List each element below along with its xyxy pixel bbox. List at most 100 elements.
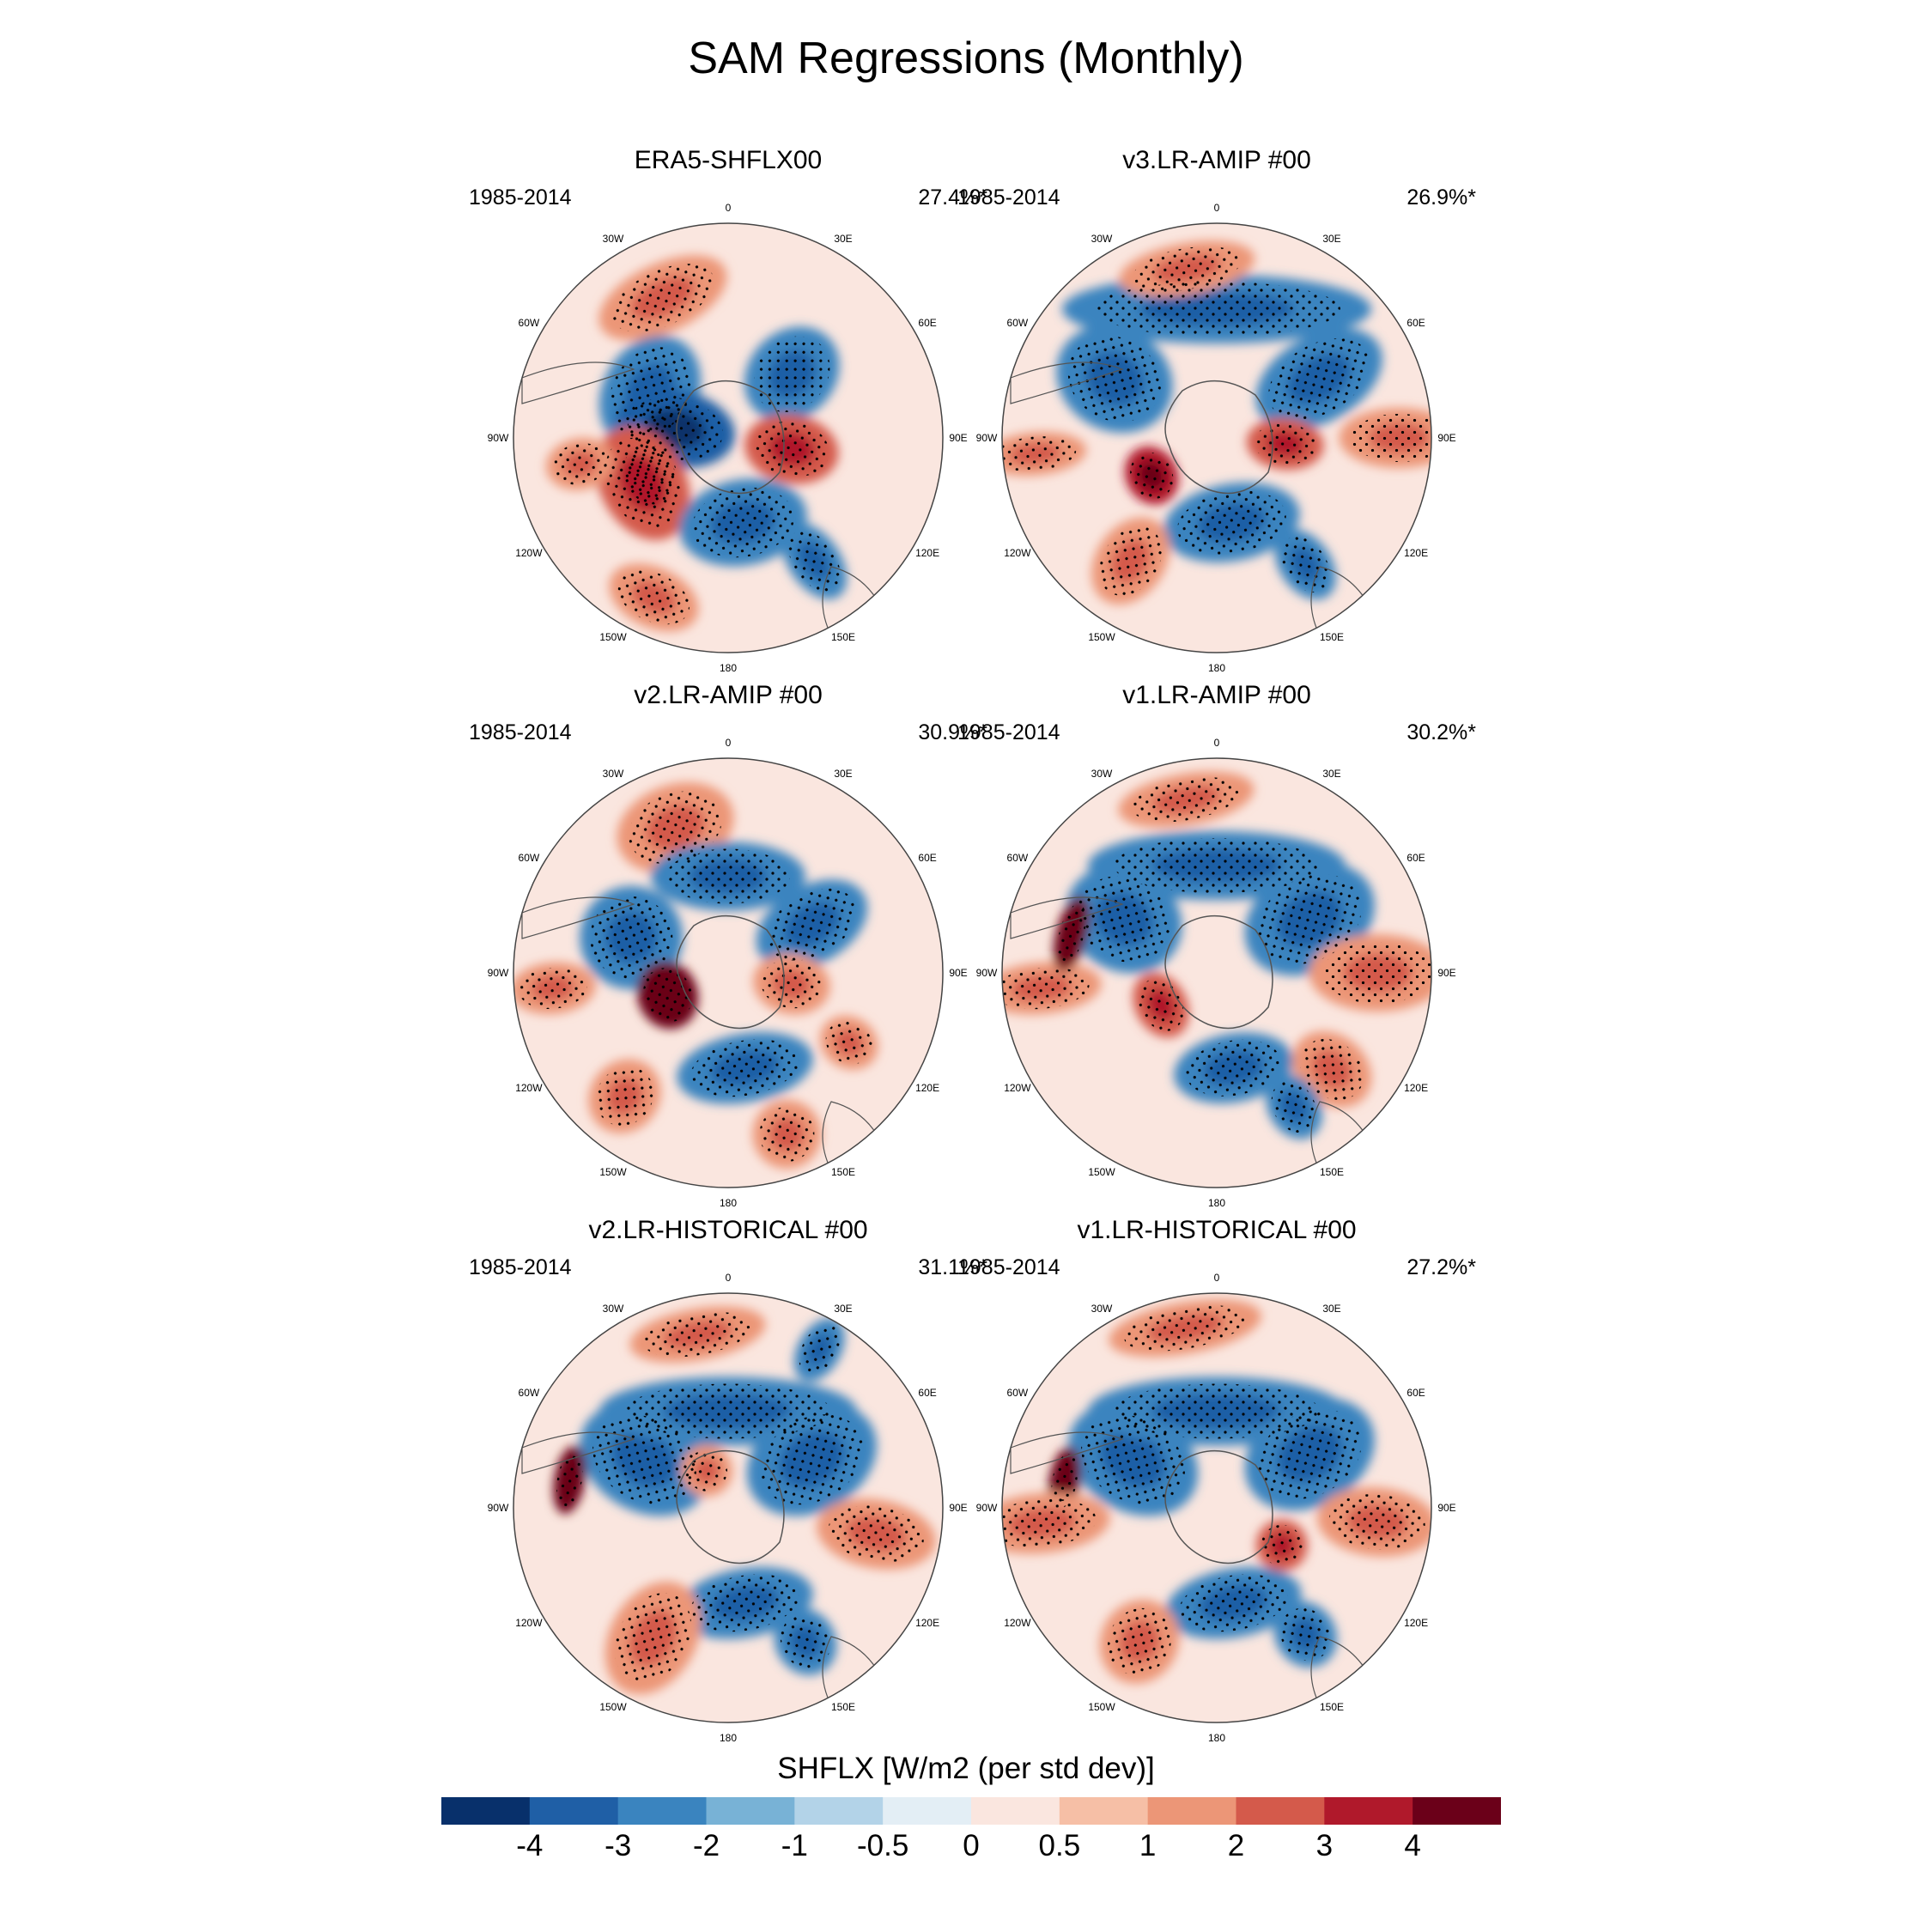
- longitude-label: 150W: [599, 1701, 627, 1714]
- colorbar-tick-label: 1: [1139, 1829, 1157, 1862]
- colorbar-tick-label: -3: [605, 1829, 632, 1862]
- longitude-label: 60W: [1006, 1387, 1029, 1399]
- longitude-label: 90E: [949, 432, 968, 444]
- longitude-label: 90W: [487, 432, 509, 444]
- colorbar-swatch: [706, 1797, 795, 1825]
- longitude-label: 150W: [1088, 1166, 1115, 1179]
- longitude-label: 0: [725, 1272, 732, 1284]
- colorbar-swatch: [617, 1797, 707, 1825]
- longitude-label: 30E: [1322, 232, 1341, 245]
- longitude-label: 120W: [515, 547, 543, 559]
- colorbar-tick-label: 2: [1227, 1829, 1245, 1862]
- panel-title: v3.LR-AMIP #00: [1122, 146, 1311, 174]
- longitude-label: 120W: [515, 1082, 543, 1094]
- colorbar-swatch: [971, 1797, 1060, 1825]
- longitude-label: 60E: [1406, 1387, 1425, 1399]
- longitude-label: 60E: [918, 317, 937, 329]
- longitude-label: 180: [1207, 662, 1226, 674]
- colorbar-swatch: [1147, 1797, 1236, 1825]
- longitude-label: 60W: [518, 852, 540, 864]
- polar-map: [513, 1292, 944, 1723]
- longitude-label: 150W: [1088, 1701, 1115, 1714]
- longitude-label: 60E: [918, 852, 937, 864]
- longitude-label: 90W: [975, 1502, 998, 1514]
- longitude-label: 180: [1207, 1197, 1226, 1209]
- longitude-label: 120E: [915, 1617, 940, 1629]
- colorbar-tick-label: 3: [1315, 1829, 1334, 1862]
- panel-percent: 31.1%*: [918, 1255, 987, 1279]
- longitude-label: 0: [1213, 202, 1220, 214]
- longitude-label: 60E: [1406, 852, 1425, 864]
- map-panel: v3.LR-AMIP #00 1985-2014 26.9%* 0 30E 60E 90E 1…: [908, 146, 1526, 678]
- figure-title: SAM Regressions (Monthly): [688, 33, 1244, 83]
- longitude-label: 90E: [949, 967, 968, 979]
- longitude-label: 180: [719, 662, 738, 674]
- longitude-label: 120E: [915, 547, 940, 559]
- panel-period: 1985-2014: [957, 1255, 1060, 1279]
- longitude-label: 60E: [1406, 317, 1425, 329]
- longitude-label: 120E: [1404, 1617, 1429, 1629]
- panel-percent: 26.9%*: [1406, 185, 1476, 210]
- longitude-label: 30W: [602, 232, 624, 245]
- colorbar-tick-label: 0.5: [1038, 1829, 1081, 1862]
- map-panel: v2.LR-HISTORICAL #00 1985-2014 31.1%* 0 30E 6…: [419, 1216, 1037, 1748]
- polar-map: [513, 222, 944, 653]
- panel-title: v1.LR-AMIP #00: [1122, 681, 1311, 709]
- colorbar-tick-label: -4: [516, 1829, 544, 1862]
- longitude-label: 90E: [1437, 432, 1456, 444]
- longitude-label: 150E: [830, 1701, 856, 1714]
- panel-period: 1985-2014: [469, 185, 572, 210]
- colorbar-swatch: [794, 1797, 884, 1825]
- panel-title: ERA5-SHFLX00: [634, 146, 823, 174]
- longitude-label: 120E: [1404, 547, 1429, 559]
- colorbar-swatch: [1324, 1797, 1413, 1825]
- longitude-label: 60W: [518, 1387, 540, 1399]
- longitude-label: 120W: [1004, 1082, 1031, 1094]
- colorbar-label: SHFLX [W/m2 (per std dev)]: [777, 1752, 1155, 1785]
- panel-title: v1.LR-HISTORICAL #00: [1077, 1216, 1357, 1244]
- longitude-label: 60W: [518, 317, 540, 329]
- longitude-label: 90W: [975, 967, 998, 979]
- longitude-label: 150E: [1319, 631, 1345, 644]
- longitude-label: 30E: [834, 767, 853, 780]
- longitude-label: 30W: [1091, 767, 1113, 780]
- colorbar-tick-label: -1: [781, 1829, 808, 1862]
- colorbar-swatch: [1059, 1797, 1149, 1825]
- longitude-label: 0: [725, 737, 732, 749]
- longitude-label: 180: [719, 1732, 738, 1744]
- panel-percent: 27.2%*: [1406, 1255, 1476, 1279]
- longitude-label: 30W: [1091, 1302, 1113, 1315]
- longitude-label: 0: [1213, 1272, 1220, 1284]
- longitude-label: 120E: [915, 1082, 940, 1094]
- longitude-label: 150E: [1319, 1701, 1345, 1714]
- longitude-label: 90E: [949, 1502, 968, 1514]
- colorbar-swatch: [883, 1797, 972, 1825]
- panel-period: 1985-2014: [469, 1255, 572, 1279]
- longitude-label: 30W: [602, 1302, 624, 1315]
- colorbar-swatch: [1413, 1797, 1501, 1825]
- longitude-label: 150E: [830, 631, 856, 644]
- panel-period: 1985-2014: [957, 720, 1060, 744]
- panel-percent: 30.2%*: [1406, 720, 1476, 744]
- colorbar-tick-label: 4: [1404, 1829, 1421, 1862]
- polar-map: [1001, 222, 1432, 653]
- map-panel: v1.LR-HISTORICAL #00 1985-2014 27.2%* 0 30E 6…: [908, 1216, 1526, 1748]
- longitude-label: 90W: [487, 967, 509, 979]
- longitude-label: 30W: [1091, 232, 1113, 245]
- longitude-label: 180: [1207, 1732, 1226, 1744]
- colorbar-tick-label: -2: [692, 1829, 720, 1862]
- longitude-label: 0: [725, 202, 732, 214]
- colorbar-swatch: [1236, 1797, 1325, 1825]
- colorbar: [441, 1797, 1501, 1825]
- longitude-label: 90E: [1437, 967, 1456, 979]
- longitude-label: 150W: [599, 631, 627, 644]
- longitude-label: 0: [1213, 737, 1220, 749]
- longitude-label: 30E: [834, 1302, 853, 1315]
- longitude-label: 120W: [1004, 547, 1031, 559]
- longitude-label: 60W: [1006, 317, 1029, 329]
- colorbar-tick-label: 0: [963, 1829, 980, 1862]
- longitude-label: 90E: [1437, 1502, 1456, 1514]
- longitude-label: 150W: [1088, 631, 1115, 644]
- longitude-label: 90W: [975, 432, 998, 444]
- map-panel: v1.LR-AMIP #00 1985-2014 30.2%* 0 30E 60E 90E 1…: [908, 681, 1526, 1213]
